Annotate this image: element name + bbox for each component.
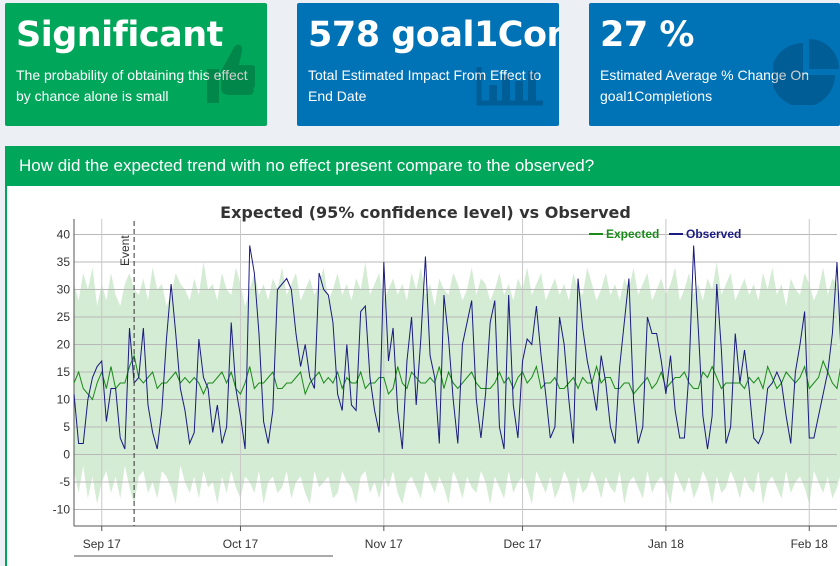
y-tick-label: 30 [57,283,71,297]
y-tick-label: -10 [53,503,71,517]
chart-title: Expected (95% confidence level) vs Obser… [220,203,631,222]
percent-change-value: 27 % [600,15,694,55]
x-tick-label: Dec 17 [504,537,542,551]
legend-observed-label: Observed [686,227,741,241]
y-tick-label: 0 [63,448,70,462]
panel-title: How did the expected trend with no effec… [7,146,840,186]
significance-card: Significant The probability of obtaining… [5,3,267,126]
y-tick-label: 25 [57,310,71,324]
y-tick-label: 40 [57,228,71,242]
significance-subtitle: The probability of obtaining this effect… [16,67,248,104]
y-tick-label: 10 [57,393,71,407]
significance-value: Significant [16,15,223,55]
event-label: Event [118,235,132,266]
observed-line [73,245,840,450]
impact-card: 578 goal1Completions Total Estimated Imp… [297,3,559,126]
pie-chart-icon [773,39,839,105]
y-tick-label: 35 [57,255,71,269]
confidence-band [74,262,840,504]
x-tick-label: Oct 17 [223,537,259,551]
y-tick-label: 15 [57,365,71,379]
bar-chart-icon [476,67,543,106]
trend-chart: Expected (95% confidence level) vs Obser… [53,203,840,557]
percent-change-subtitle: Estimated Average % Change On goal1Compl… [600,67,810,104]
x-tick-label: Sep 17 [83,537,121,551]
legend-expected-label: Expected [606,227,659,241]
x-tick-label: Feb 18 [791,537,829,551]
x-tick-label: Jan 18 [648,537,684,551]
x-tick-label: Nov 17 [365,537,403,551]
y-tick-label: -5 [59,475,70,489]
expected-line [73,353,840,401]
thumbs-up-icon [207,44,255,103]
impact-subtitle: Total Estimated Impact From Effect to En… [308,67,542,104]
percent-change-card: 27 % Estimated Average % Change On goal1… [589,3,840,126]
impact-value: 578 goal1Completions [308,15,559,55]
y-tick-label: 5 [63,420,70,434]
y-tick-label: 20 [57,338,71,352]
trend-panel: How did the expected trend with no effec… [5,146,840,566]
